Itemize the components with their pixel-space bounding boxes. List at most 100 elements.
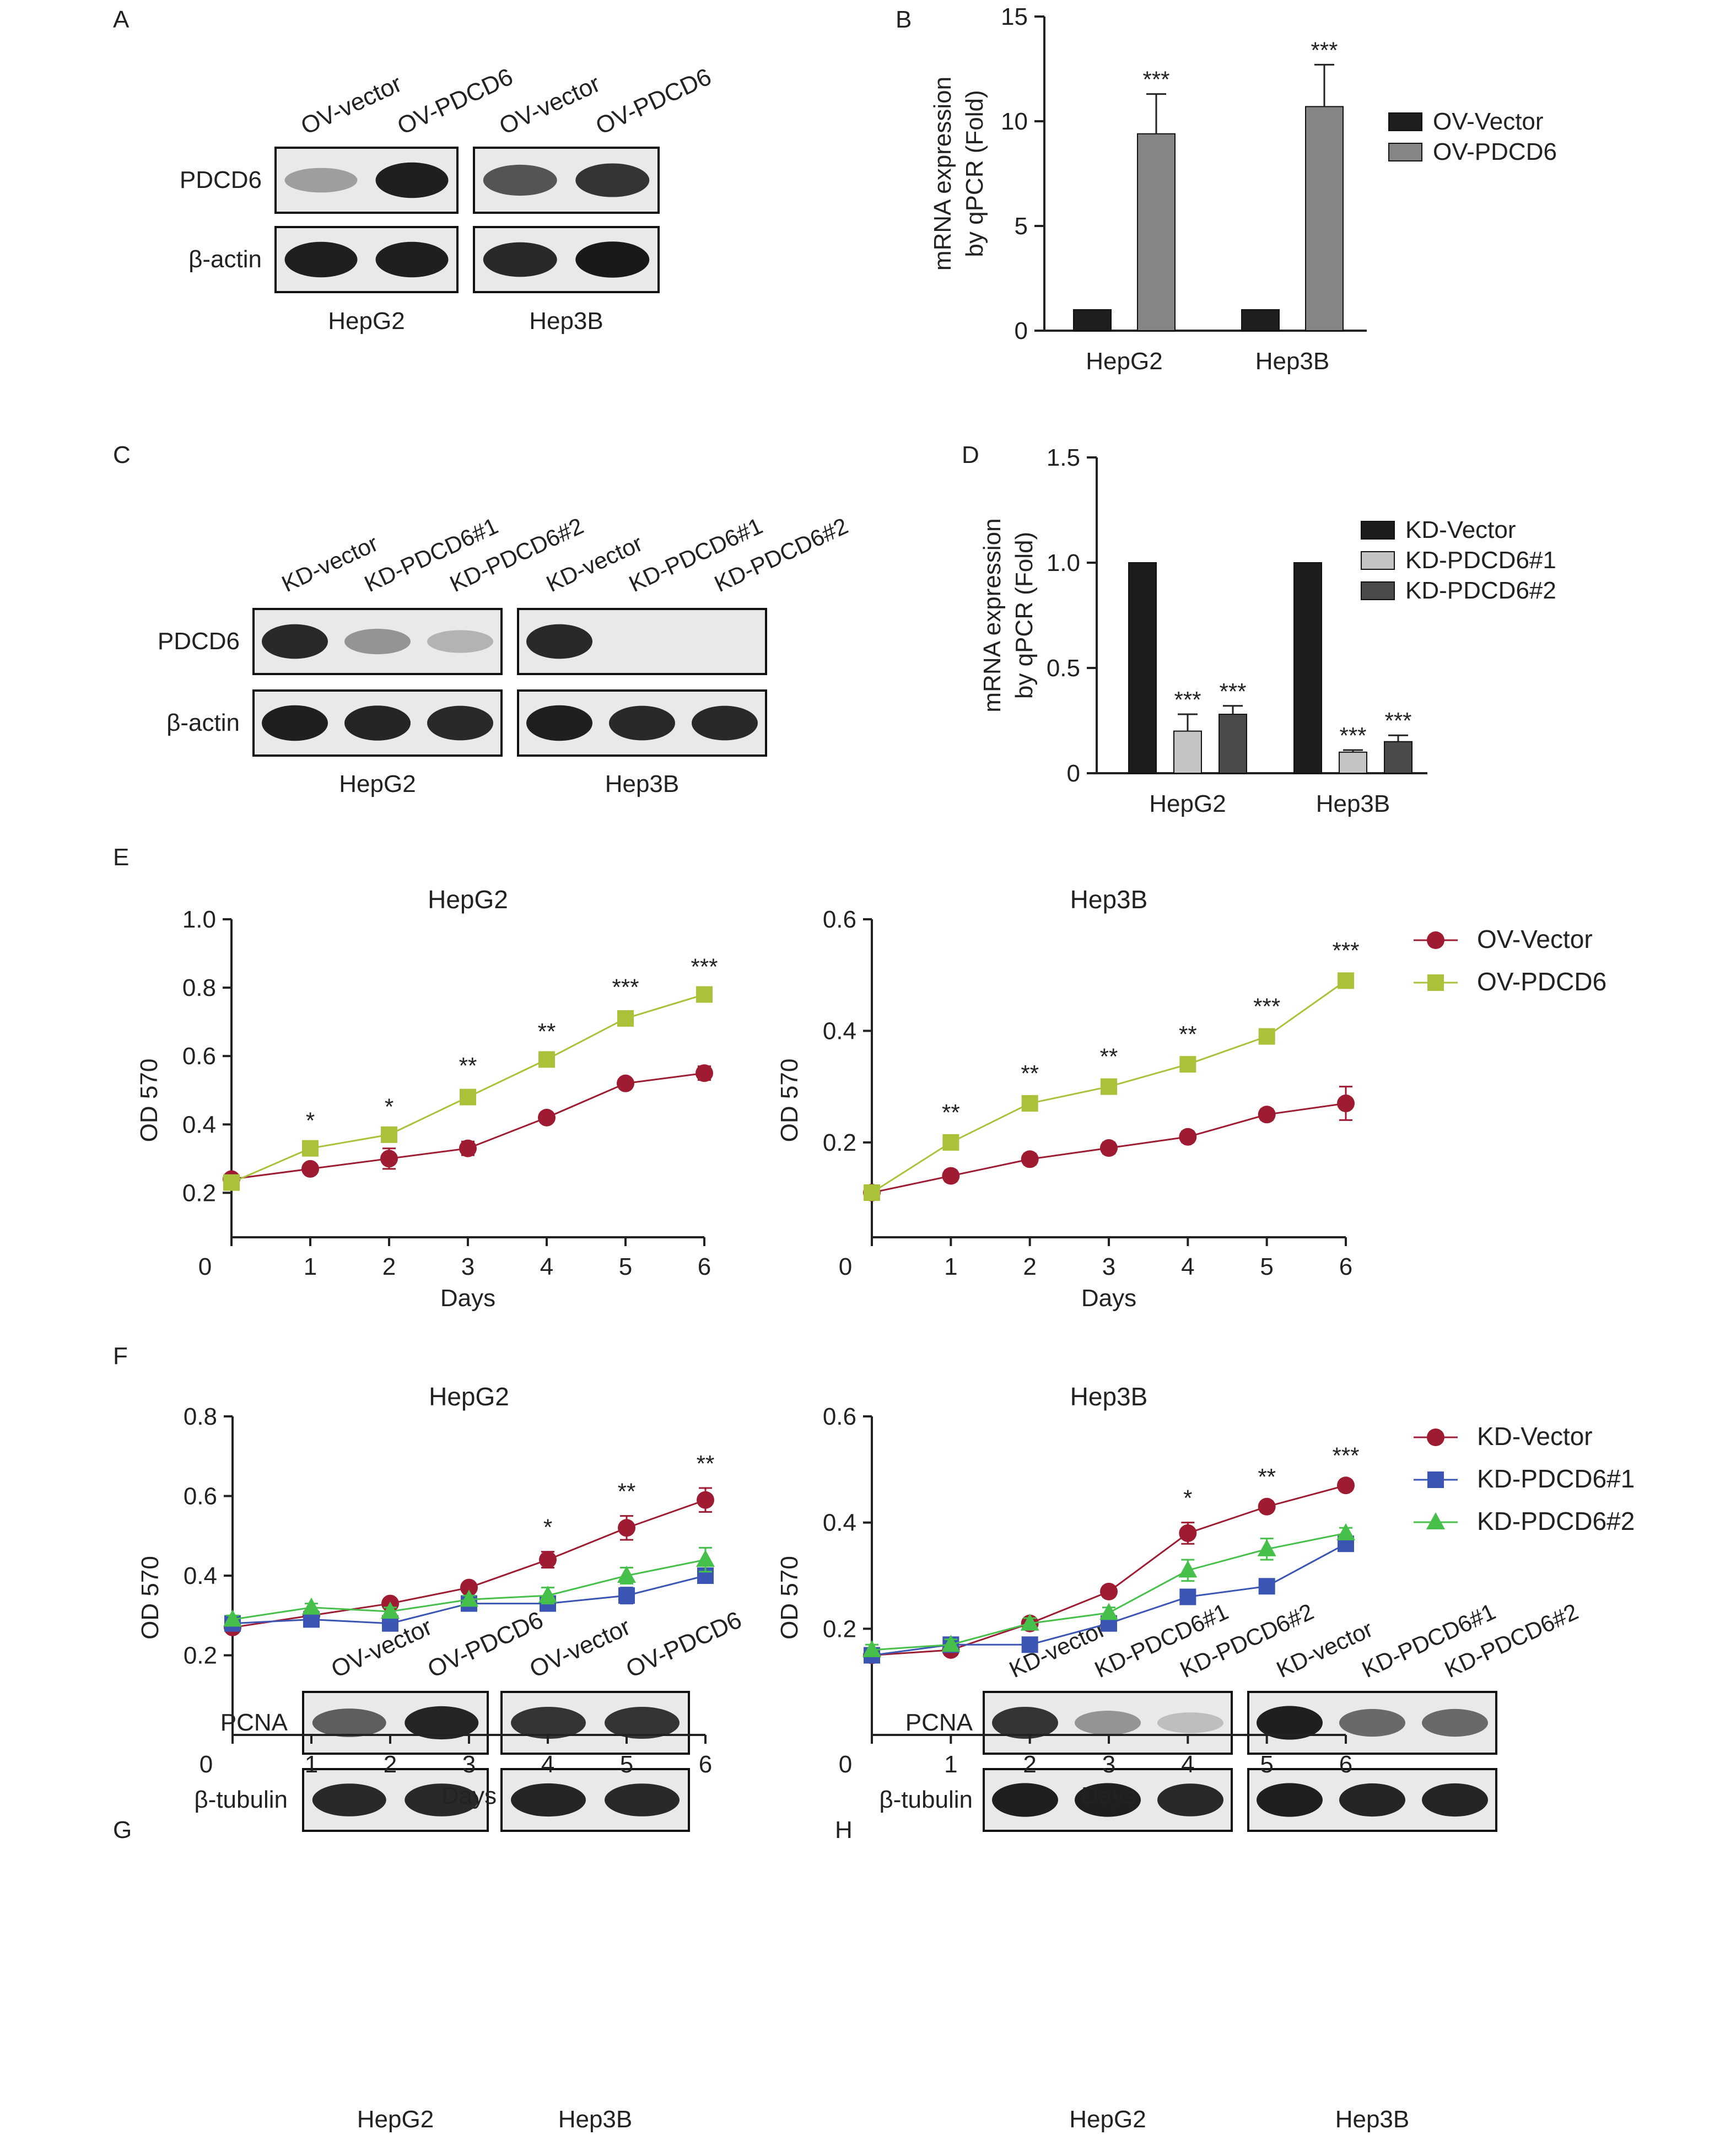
data-point [1021, 1636, 1038, 1653]
y-tick-label: 0 [1015, 317, 1028, 344]
data-point [1427, 1429, 1444, 1446]
lane-label: OV-PDCD6 [622, 1607, 746, 1683]
protein-band [692, 705, 758, 741]
x-tick-label: HepG2 [1149, 790, 1226, 817]
chart-title: Hep3B [1070, 1382, 1148, 1411]
x-tick-label: 6 [1339, 1751, 1352, 1778]
y-tick-label: 0.4 [823, 1510, 856, 1537]
protein-band [526, 705, 592, 741]
protein-band [1339, 1783, 1405, 1817]
significance-label: *** [1253, 993, 1280, 1019]
x-tick-label: 5 [620, 1751, 633, 1778]
x-tick-label: 5 [1260, 1751, 1273, 1778]
significance-label: *** [691, 953, 718, 979]
significance-label: *** [1142, 67, 1169, 93]
blot-panel-g: OV-vectorOV-PDCD6OV-vectorOV-PDCD6PCNAβ-… [194, 1607, 746, 2133]
x-tick-label: 5 [1260, 1253, 1273, 1280]
blot-panel-c: KD-vectorKD-PDCD6#1KD-PDCD6#2KD-vectorKD… [158, 513, 852, 797]
panel-letter-d: D [962, 441, 979, 468]
y-axis-label: OD 570 [776, 1059, 803, 1142]
protein-band [1339, 1708, 1405, 1737]
x-tick-label: 6 [698, 1253, 711, 1280]
data-point [460, 1578, 478, 1597]
x-tick-label: 6 [1339, 1253, 1352, 1280]
data-point [380, 1150, 398, 1168]
significance-label: ** [1100, 1044, 1118, 1070]
x-tick-label: 3 [461, 1253, 475, 1280]
x-tick-label: 6 [699, 1751, 712, 1778]
x-tick-label: 4 [1181, 1751, 1194, 1778]
y-axis-label: mRNA expression [929, 77, 956, 271]
data-point [381, 1126, 397, 1143]
row-label: PDCD6 [180, 166, 262, 193]
protein-band [375, 241, 449, 278]
y-tick-label: 15 [1001, 3, 1028, 30]
protein-band [511, 1706, 586, 1739]
x-tick-label: 2 [382, 1253, 396, 1280]
legend-swatch [1361, 551, 1395, 570]
bar [1073, 309, 1112, 331]
row-label: β-tubulin [194, 1786, 288, 1813]
protein-band [262, 624, 328, 659]
protein-band [427, 705, 493, 741]
cell-line-label: Hep3B [558, 2106, 633, 2133]
y-axis-label: OD 570 [137, 1556, 164, 1640]
y-tick-label: 0.2 [823, 1129, 856, 1156]
data-point [1101, 1078, 1117, 1095]
bar-chart-d: 0 0.5 1.0 1.5 mRNA expression by qPCR (Fold) H… [979, 444, 1556, 817]
protein-band [344, 628, 411, 655]
significance-label: *** [1332, 937, 1359, 963]
significance-label: ** [1258, 1464, 1276, 1490]
y-tick-label: 0.6 [823, 1403, 856, 1430]
legend-label: OV-Vector [1433, 108, 1544, 135]
lane-label: OV-PDCD6 [592, 63, 716, 140]
origin-tick-label: 0 [200, 1751, 213, 1778]
y-tick-label: 1.0 [182, 906, 216, 933]
x-tick-label: 2 [1023, 1751, 1036, 1778]
bar [1241, 309, 1280, 331]
y-tick-label: 10 [1001, 108, 1028, 135]
data-point [1427, 974, 1444, 991]
y-tick-label: 0.2 [823, 1615, 856, 1642]
protein-band [511, 1783, 586, 1817]
legend-label: KD-Vector [1405, 516, 1516, 543]
row-label: β-actin [166, 709, 240, 736]
y-tick-label: 0.8 [184, 1403, 217, 1430]
legend-swatch [1388, 143, 1422, 161]
protein-band [575, 163, 650, 197]
y-tick-label: 0.6 [823, 906, 856, 933]
data-point [1100, 1139, 1118, 1157]
data-point [223, 1174, 240, 1191]
significance-label: *** [1332, 1443, 1359, 1469]
protein-band [605, 1783, 680, 1816]
data-point [1427, 931, 1444, 949]
data-point [302, 1597, 321, 1615]
lane-label: OV-PDCD6 [424, 1607, 548, 1683]
x-tick-label: 5 [619, 1253, 632, 1280]
protein-band [483, 164, 557, 196]
significance-label: *** [1311, 37, 1338, 63]
y-tick-label: 0.6 [184, 1483, 217, 1510]
x-axis-label: Days [1081, 1782, 1136, 1809]
data-point [1179, 1524, 1197, 1542]
protein-band [284, 168, 358, 193]
significance-label: ** [1179, 1021, 1197, 1047]
data-point [1179, 1588, 1196, 1605]
x-tick-label: 1 [305, 1751, 318, 1778]
x-axis-label: Days [440, 1285, 495, 1312]
chart-title: HepG2 [429, 1382, 509, 1411]
bar [1128, 562, 1157, 774]
protein-band [427, 630, 493, 653]
protein-band [284, 241, 358, 278]
bar [1173, 730, 1202, 774]
data-point [941, 1635, 961, 1652]
x-tick-label: 4 [541, 1751, 554, 1778]
significance-label: ** [942, 1099, 960, 1125]
x-tick-label: Hep3B [1255, 348, 1330, 375]
significance-label: *** [1339, 723, 1366, 748]
legend-swatch [1361, 581, 1395, 600]
x-tick-label: 4 [540, 1253, 553, 1280]
protein-band [1257, 1706, 1323, 1740]
